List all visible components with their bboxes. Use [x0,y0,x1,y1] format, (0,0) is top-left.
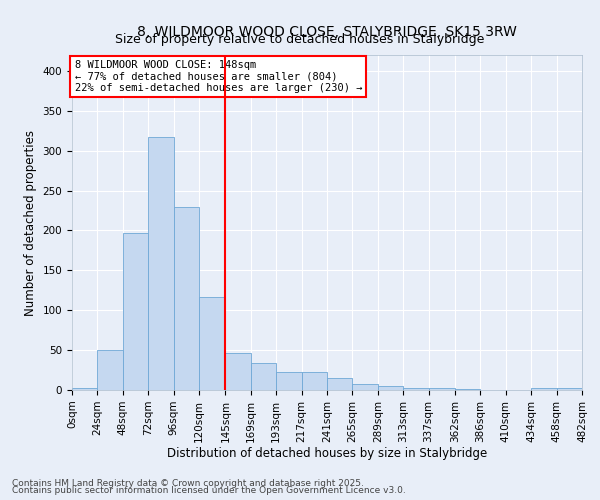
Title: 8, WILDMOOR WOOD CLOSE, STALYBRIDGE, SK15 3RW: 8, WILDMOOR WOOD CLOSE, STALYBRIDGE, SK1… [137,24,517,38]
Bar [352,384,378,390]
Bar [173,208,199,390]
Bar [531,388,557,390]
Bar [557,388,582,390]
Bar [378,386,403,390]
Bar [251,363,276,390]
Bar [226,354,251,390]
Text: Contains HM Land Registry data © Crown copyright and database right 2025.: Contains HM Land Registry data © Crown c… [12,478,364,488]
Bar [455,389,481,390]
X-axis label: Distribution of detached houses by size in Stalybridge: Distribution of detached houses by size … [167,448,487,460]
Bar [428,388,455,390]
Y-axis label: Number of detached properties: Number of detached properties [24,130,37,316]
Bar [302,372,327,390]
Bar [97,350,123,390]
Bar [199,298,226,390]
Text: Size of property relative to detached houses in Stalybridge: Size of property relative to detached ho… [115,32,485,46]
Bar [327,378,352,390]
Bar [123,233,148,390]
Bar [72,388,97,390]
Bar [276,372,302,390]
Text: Contains public sector information licensed under the Open Government Licence v3: Contains public sector information licen… [12,486,406,495]
Bar [403,388,428,390]
Bar [148,137,173,390]
Text: 8 WILDMOOR WOOD CLOSE: 148sqm
← 77% of detached houses are smaller (804)
22% of : 8 WILDMOOR WOOD CLOSE: 148sqm ← 77% of d… [74,60,362,93]
